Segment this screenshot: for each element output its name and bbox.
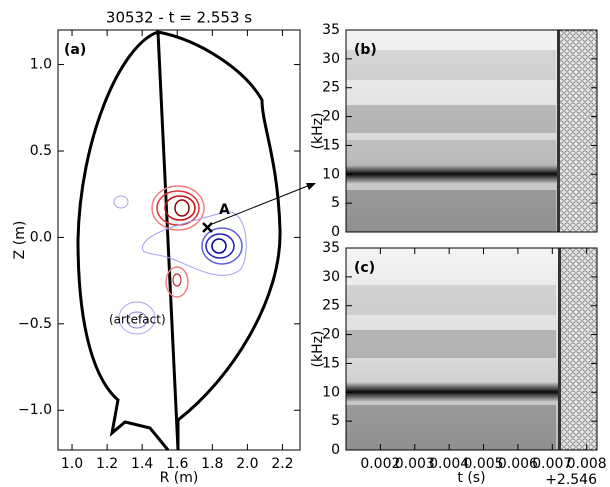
spectrogram-b — [346, 30, 597, 232]
x-tick-label: 0.007 — [532, 456, 572, 472]
x-tick-label: 0.004 — [429, 456, 469, 472]
panel-label: (a) — [64, 42, 86, 58]
y-tick-label: 30 — [322, 269, 340, 285]
y-tick-label: 0 — [331, 224, 340, 240]
y-tick-label: 25 — [322, 80, 340, 96]
x-tick-label: 0.003 — [395, 456, 435, 472]
x-axis-label: t (s) — [457, 470, 485, 486]
y-tick-label: 20 — [322, 327, 340, 343]
y-tick-label: 10 — [322, 166, 340, 182]
panel-label: (b) — [354, 42, 377, 58]
y-tick-label: 20 — [322, 109, 340, 125]
y-tick-label: 15 — [322, 355, 340, 371]
y-tick-label: 35 — [322, 240, 340, 256]
x-tick-label: 0.006 — [498, 456, 538, 472]
annotation: (artefact) — [109, 313, 166, 327]
x-tick-label: 0.005 — [463, 456, 503, 472]
y-tick-label: 5 — [331, 413, 340, 429]
x-tick-label: 2.0 — [236, 456, 258, 472]
y-tick-label: 30 — [322, 51, 340, 67]
y-tick-label: −0.5 — [18, 316, 52, 332]
arrow — [211, 183, 316, 225]
axes-frame — [57, 29, 301, 451]
y-tick-label: 0.5 — [30, 143, 52, 159]
x-offset-label: +2.546 — [545, 472, 597, 487]
y-tick-label: 10 — [322, 384, 340, 400]
x-tick-label: 0.002 — [360, 456, 400, 472]
y-tick-label: 25 — [322, 298, 340, 314]
y-axis-label: Z (m) — [12, 221, 28, 260]
x-tick-label: 0.008 — [567, 456, 607, 472]
axes-frame — [345, 247, 598, 451]
x-tick-label: 1.0 — [61, 456, 83, 472]
probe-marker — [202, 222, 213, 233]
y-tick-label: 5 — [331, 195, 340, 211]
axes-frame — [345, 29, 598, 233]
y-tick-label: 0.0 — [30, 229, 52, 245]
point-label: A — [219, 202, 230, 218]
y-tick-label: −1.0 — [18, 402, 52, 418]
y-axis-label: (kHz) — [310, 331, 326, 368]
y-tick-label: 1.0 — [30, 57, 52, 73]
x-tick-label: 1.6 — [166, 456, 188, 472]
y-tick-label: 15 — [322, 137, 340, 153]
y-tick-label: 0 — [331, 442, 340, 458]
x-tick-label: 1.4 — [131, 456, 153, 472]
x-tick-label: 1.2 — [96, 456, 118, 472]
panel-label: (c) — [354, 260, 375, 276]
x-tick-label: 1.8 — [201, 456, 223, 472]
x-axis-label: R (m) — [160, 470, 199, 486]
plasma-boundary — [76, 30, 282, 451]
x-tick-label: 2.2 — [271, 456, 293, 472]
chart-title: 30532 - t = 2.553 s — [106, 9, 252, 27]
contours — [113, 185, 247, 335]
y-axis-label: (kHz) — [310, 113, 326, 150]
y-tick-label: 35 — [322, 22, 340, 38]
spectrogram-c — [346, 248, 597, 450]
